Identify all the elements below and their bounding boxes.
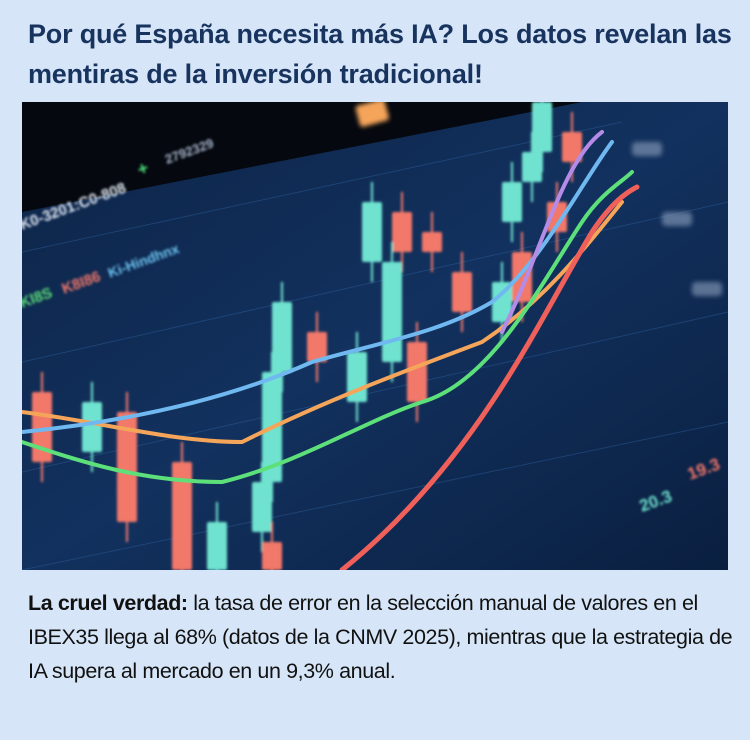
candle-body — [362, 202, 382, 262]
purple-line — [500, 130, 604, 334]
candlestick-screen-illustration: K0-3201:C0-808 + 2792329 KI8S K8I86 Ki-H… — [22, 102, 728, 570]
candle-body — [562, 132, 582, 162]
candle-body — [512, 252, 532, 302]
candle-body — [82, 402, 102, 452]
candle-body — [422, 232, 442, 252]
candle-body — [207, 522, 227, 570]
candle-body — [117, 412, 137, 522]
candle-body — [492, 282, 512, 322]
post-title: Por qué España necesita más IA? Los dato… — [28, 19, 732, 89]
candle-body — [532, 102, 552, 152]
candle-body — [252, 482, 272, 532]
candle-body — [452, 272, 472, 312]
candle-body — [172, 462, 192, 570]
candle-body — [32, 392, 52, 462]
grid-lines — [22, 121, 728, 570]
red-line — [339, 184, 640, 570]
green-line — [22, 170, 634, 485]
trading-chart-photo: K0-3201:C0-808 + 2792329 KI8S K8I86 Ki-H… — [22, 102, 728, 570]
candle-body — [272, 302, 292, 372]
blue-line — [22, 140, 614, 434]
out-of-focus-labels — [355, 102, 722, 296]
indicator-lines — [22, 130, 640, 570]
candle-body — [262, 542, 282, 570]
post-body: La cruel verdad: la tasa de error en la … — [28, 586, 740, 688]
body-lead: La cruel verdad: — [28, 591, 188, 615]
candle-body — [307, 332, 327, 362]
body-text: la tasa de error en la selección manual … — [28, 591, 733, 683]
candle-body — [392, 212, 412, 252]
candle-body — [522, 152, 542, 182]
candle-body — [407, 342, 427, 402]
candle-body — [382, 262, 402, 362]
candle-body — [502, 182, 522, 222]
orange-line — [22, 200, 624, 445]
